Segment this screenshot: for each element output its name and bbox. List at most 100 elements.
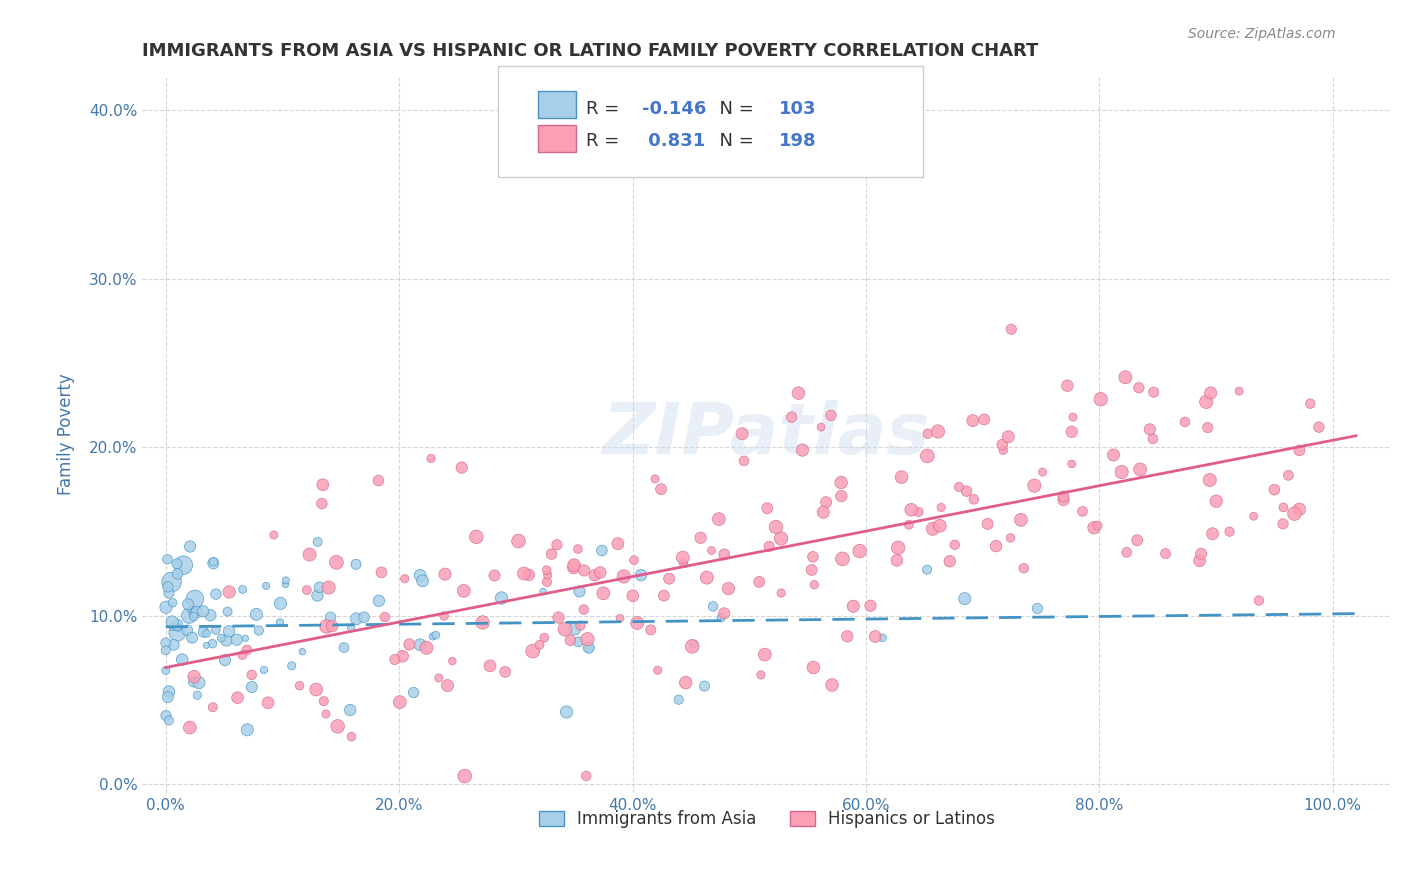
Point — [441, 654, 464, 668]
Point — [325, 555, 347, 569]
Point — [436, 679, 458, 693]
Point — [897, 517, 920, 532]
Point — [391, 649, 413, 664]
Point — [179, 540, 201, 554]
Point — [765, 520, 787, 534]
Point — [205, 587, 228, 601]
Text: 103: 103 — [779, 100, 817, 118]
Point — [917, 426, 939, 441]
Point — [166, 557, 188, 571]
Point — [308, 580, 330, 594]
Point — [340, 621, 363, 635]
Point — [554, 622, 576, 636]
Point — [890, 470, 912, 484]
Point — [160, 575, 183, 590]
Point — [513, 566, 536, 581]
Point — [257, 696, 280, 710]
Point — [756, 501, 779, 516]
Point — [689, 531, 711, 545]
Point — [531, 584, 554, 599]
Point — [326, 719, 349, 733]
Point — [214, 653, 236, 667]
Point — [1012, 561, 1035, 575]
Point — [731, 426, 754, 441]
Point — [180, 602, 202, 616]
Point — [318, 581, 340, 595]
Point — [195, 626, 218, 640]
Point — [592, 586, 614, 600]
Point — [374, 610, 396, 624]
Point — [415, 640, 437, 655]
Point — [589, 566, 612, 580]
Point — [921, 522, 943, 536]
Point — [810, 420, 832, 434]
Point — [1010, 513, 1032, 527]
Point — [479, 659, 502, 673]
Point — [536, 563, 558, 577]
Point — [155, 636, 177, 650]
Point — [157, 714, 180, 728]
Point — [1142, 432, 1164, 446]
Point — [434, 567, 457, 582]
Point — [993, 443, 1015, 458]
Point — [215, 633, 238, 648]
Point — [848, 544, 870, 558]
Point — [1263, 483, 1285, 497]
Point — [321, 619, 343, 633]
Point — [226, 690, 249, 705]
Point — [269, 596, 291, 610]
Point — [609, 611, 631, 625]
Point — [700, 543, 723, 558]
Point — [578, 640, 600, 655]
Point — [1272, 500, 1295, 515]
Point — [572, 563, 595, 577]
Text: IMMIGRANTS FROM ASIA VS HISPANIC OR LATINO FAMILY POVERTY CORRELATION CHART: IMMIGRANTS FROM ASIA VS HISPANIC OR LATI… — [142, 42, 1039, 60]
Point — [1000, 322, 1022, 336]
Point — [707, 512, 730, 526]
Text: N =: N = — [709, 100, 759, 118]
Text: 198: 198 — [779, 132, 817, 150]
Point — [547, 610, 569, 624]
Point — [533, 631, 555, 645]
Point — [225, 632, 247, 647]
Point — [943, 538, 966, 552]
Point — [693, 679, 716, 693]
Point — [176, 624, 198, 638]
Point — [682, 637, 704, 651]
Point — [830, 489, 852, 503]
Point — [863, 630, 886, 644]
Point — [672, 557, 695, 571]
Point — [1299, 397, 1322, 411]
Point — [253, 663, 276, 677]
Point — [1139, 422, 1161, 436]
Point — [792, 443, 814, 458]
Point — [402, 685, 425, 699]
Point — [562, 558, 585, 573]
Point — [1060, 457, 1083, 471]
Legend: Immigrants from Asia, Hispanics or Latinos: Immigrants from Asia, Hispanics or Latin… — [531, 803, 1001, 834]
Point — [200, 608, 222, 623]
Point — [1174, 415, 1197, 429]
Point — [1189, 547, 1212, 561]
Point — [591, 543, 613, 558]
Point — [388, 695, 411, 709]
Point — [231, 648, 253, 662]
Point — [984, 539, 1007, 553]
Point — [1308, 420, 1330, 434]
Point — [218, 624, 240, 639]
Text: R =: R = — [586, 132, 624, 150]
Point — [647, 663, 669, 677]
Point — [202, 557, 225, 571]
Point — [522, 644, 544, 658]
Point — [157, 586, 180, 600]
Point — [536, 574, 558, 589]
Point — [333, 640, 356, 655]
Point — [183, 607, 205, 621]
Point — [186, 688, 208, 702]
Point — [1272, 516, 1295, 531]
Point — [640, 623, 662, 637]
Point — [1197, 420, 1219, 434]
Point — [842, 599, 865, 614]
Point — [927, 425, 949, 439]
Point — [155, 643, 177, 657]
